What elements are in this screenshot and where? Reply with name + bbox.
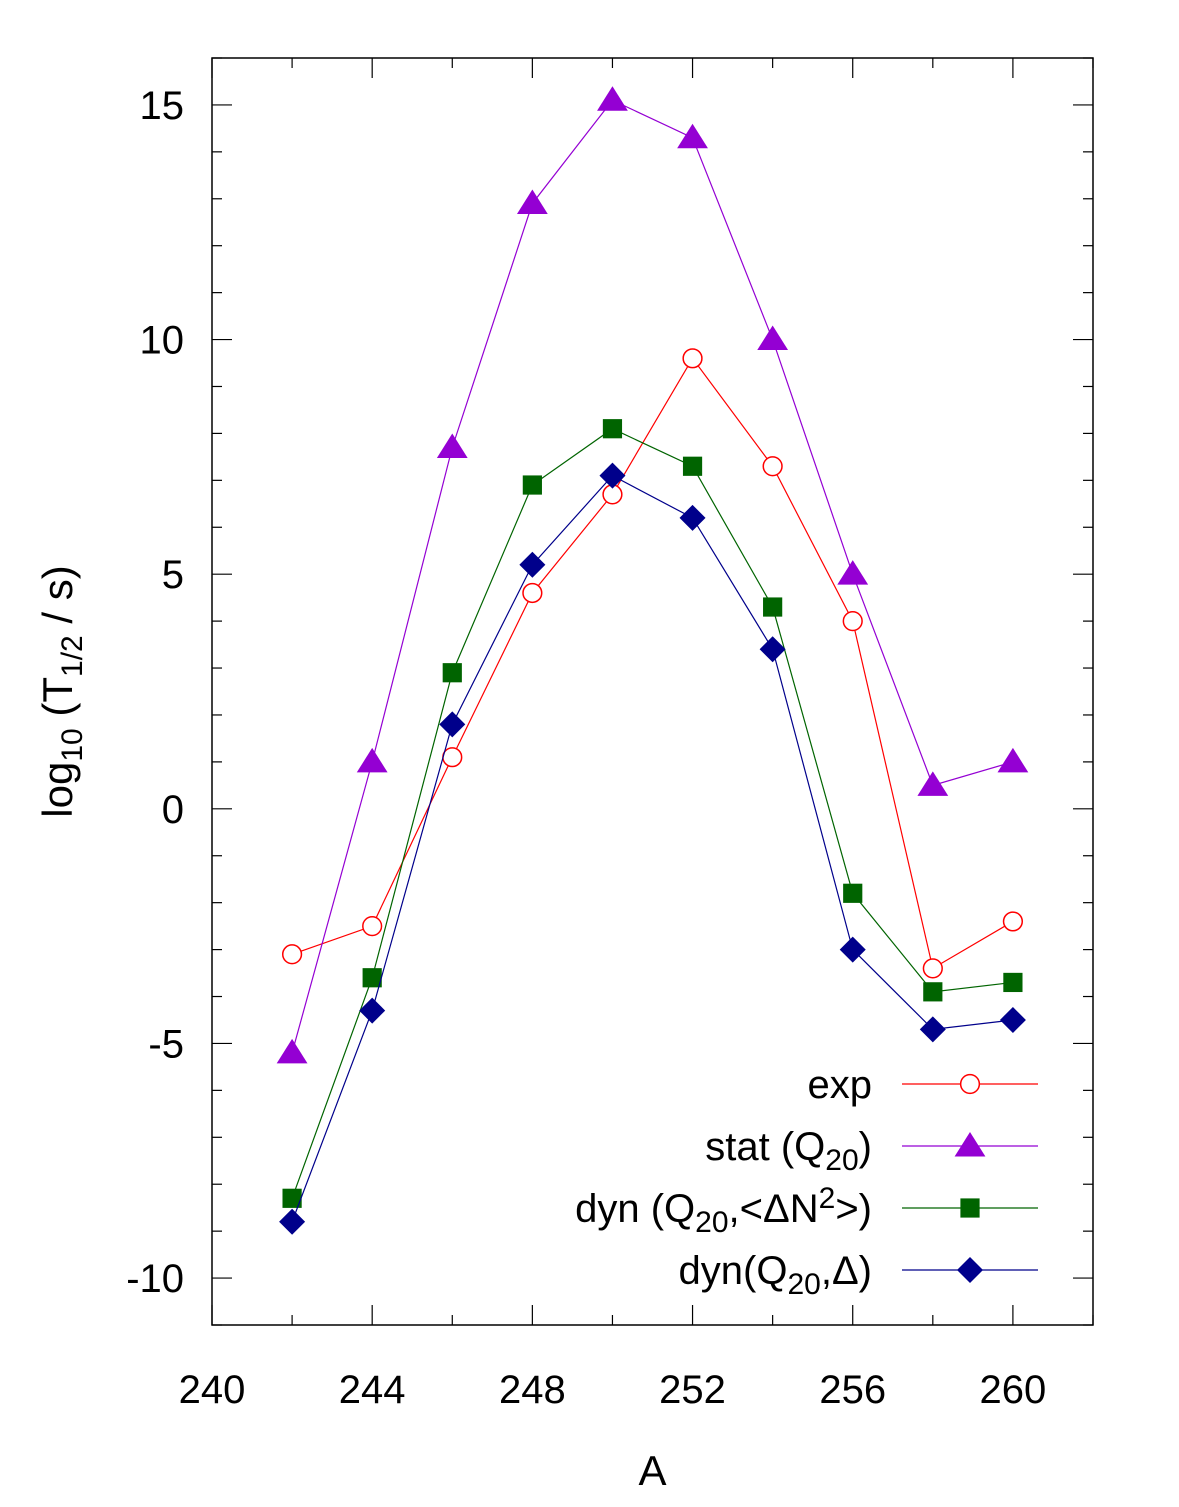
- data-point: [842, 611, 863, 632]
- legend-label: dyn(Q20,Δ): [679, 1249, 872, 1301]
- legend-entry: dyn(Q20,Δ): [679, 1249, 1038, 1301]
- x-tick-label: 252: [659, 1368, 726, 1412]
- y-tick-label: 0: [162, 788, 184, 832]
- data-point: [923, 982, 943, 1002]
- data-point: [679, 504, 706, 531]
- data-point: [682, 348, 703, 369]
- data-point: [439, 711, 466, 738]
- data-point: [1002, 911, 1024, 932]
- data-point: [602, 419, 623, 439]
- series-layer: [276, 86, 1029, 1235]
- x-tick-label: 256: [819, 1368, 886, 1412]
- y-tick-label: 15: [140, 84, 185, 128]
- y-tick-label: 5: [162, 553, 184, 597]
- data-point: [359, 997, 386, 1024]
- data-point: [919, 1016, 946, 1043]
- data-point: [762, 456, 783, 477]
- legend-entry: exp: [808, 1063, 1038, 1107]
- data-point: [682, 456, 703, 476]
- x-tick-label: 240: [179, 1368, 246, 1412]
- legend-marker: [960, 1198, 980, 1218]
- series-line: [291, 474, 1013, 1222]
- y-tick-labels: -10 -5 0 5 10 15: [126, 84, 184, 1301]
- data-point: [279, 1208, 306, 1235]
- data-point: [837, 560, 869, 585]
- data-point: [362, 916, 383, 937]
- data-point: [759, 636, 786, 663]
- x-axis-label: A: [638, 1447, 666, 1494]
- series-line: [291, 428, 1013, 1199]
- legend-entry: dyn (Q20,<ΔN2>): [575, 1182, 1038, 1239]
- y-tick-label: -10: [126, 1257, 184, 1301]
- legend-label: stat (Q20): [705, 1125, 872, 1177]
- data-point: [599, 462, 626, 489]
- series-4: [279, 462, 1026, 1235]
- data-point: [281, 944, 303, 965]
- plot-frame: [211, 57, 1094, 1326]
- x-tick-label: 260: [980, 1368, 1047, 1412]
- data-point: [597, 86, 628, 111]
- legend-marker: [959, 1073, 981, 1095]
- data-point: [356, 747, 388, 773]
- data-point: [757, 325, 789, 351]
- legend: exp stat (Q20)dyn (Q20,<ΔN2>) dyn(Q20,Δ): [575, 1063, 1038, 1301]
- legend-marker: [954, 1132, 986, 1157]
- data-point: [519, 551, 546, 578]
- series-1: [281, 348, 1024, 979]
- data-point: [763, 597, 783, 617]
- legend-marker: [957, 1257, 983, 1283]
- data-point: [522, 475, 542, 495]
- data-point: [442, 747, 463, 768]
- series-line: [291, 357, 1014, 970]
- data-point: [843, 883, 863, 903]
- y-tick-label: -5: [148, 1022, 184, 1066]
- y-axis-label-base: log: [34, 762, 81, 818]
- data-point: [677, 123, 708, 149]
- data-point: [276, 1038, 308, 1064]
- y-axis-label-close: / s): [34, 565, 81, 635]
- data-point: [362, 968, 382, 988]
- data-point: [282, 1188, 302, 1208]
- legend-label: exp: [808, 1063, 873, 1107]
- data-point: [922, 958, 943, 979]
- data-point: [917, 771, 949, 796]
- x-tick-labels: 240 244 248 252 256 260: [179, 1368, 1047, 1412]
- data-point: [999, 1006, 1026, 1033]
- data-point: [436, 433, 468, 458]
- legend-label: dyn (Q20,<ΔN2>): [575, 1182, 872, 1239]
- x-tick-label: 244: [339, 1368, 406, 1412]
- x-tick-label: 248: [499, 1368, 566, 1412]
- data-point: [839, 936, 866, 963]
- data-point: [516, 189, 548, 214]
- data-point: [997, 747, 1029, 773]
- legend-entry: stat (Q20): [705, 1125, 1038, 1177]
- y-axis-label-t-sub: 1/2: [56, 635, 89, 677]
- series-3: [282, 419, 1023, 1208]
- y-axis-label-open: (T: [34, 677, 81, 728]
- data-point: [1003, 972, 1023, 993]
- y-axis-label: log10 (T1/2 / s): [34, 565, 89, 817]
- y-axis-label-base-sub: 10: [56, 728, 89, 761]
- data-point: [442, 663, 462, 683]
- data-point: [522, 582, 543, 604]
- y-tick-label: 10: [140, 319, 185, 363]
- series-line: [291, 99, 1014, 1053]
- series-2: [276, 86, 1029, 1064]
